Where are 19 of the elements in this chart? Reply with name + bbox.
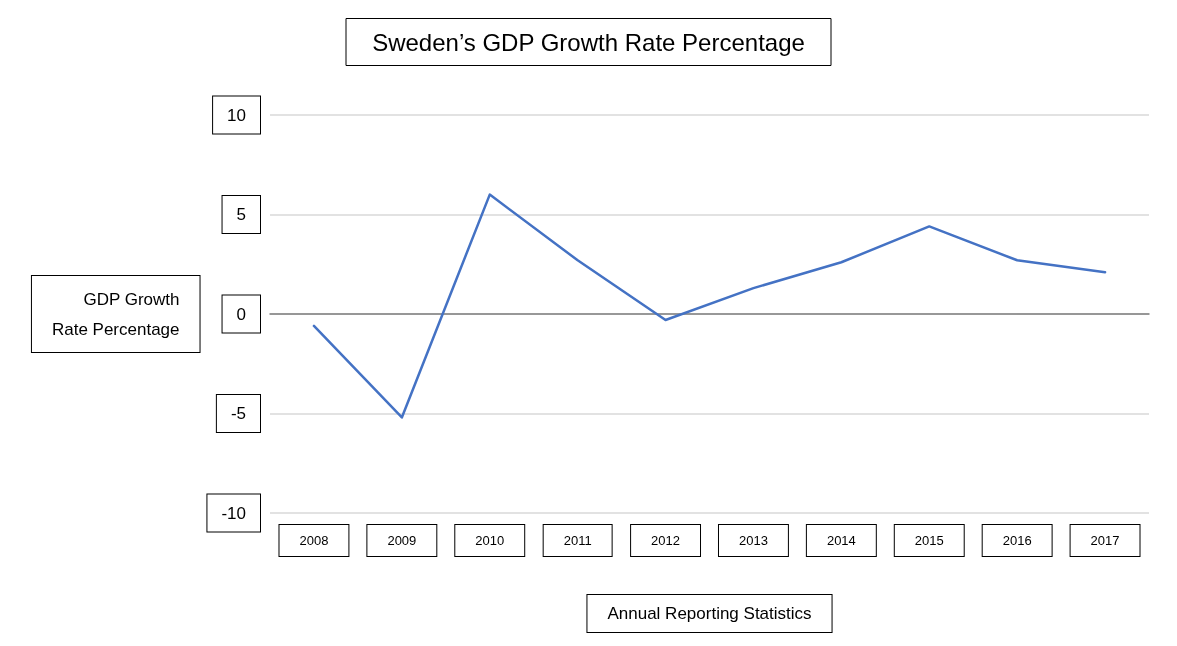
x-tick-label: 2008 xyxy=(299,533,329,548)
y-tick-label: 5 xyxy=(236,205,246,224)
y-tick-label: 0 xyxy=(236,304,246,324)
x-tick-label: 2009 xyxy=(387,533,417,548)
x-tick-label: 2013 xyxy=(738,533,768,548)
x-axis-title: Annual Reporting Statistics xyxy=(607,604,812,623)
x-tick-label: 2015 xyxy=(914,533,944,548)
x-tick-label: 2010 xyxy=(475,533,505,548)
x-tick-label: 2016 xyxy=(1002,533,1032,548)
chart-title: Sweden’s GDP Growth Rate Percentage xyxy=(372,28,805,56)
x-tick-label: 2011 xyxy=(563,533,592,548)
x-tick-label: 2012 xyxy=(651,533,681,548)
y-tick-label: -5 xyxy=(230,404,246,423)
line-series xyxy=(312,193,1107,419)
x-tick-label: 2017 xyxy=(1090,533,1120,548)
y-tick-label: 10 xyxy=(227,105,246,125)
y-axis-title: GDP Growth Rate Percentage xyxy=(51,289,180,339)
y-tick-label: -10 xyxy=(221,503,246,523)
x-tick-label: 2014 xyxy=(826,533,856,548)
